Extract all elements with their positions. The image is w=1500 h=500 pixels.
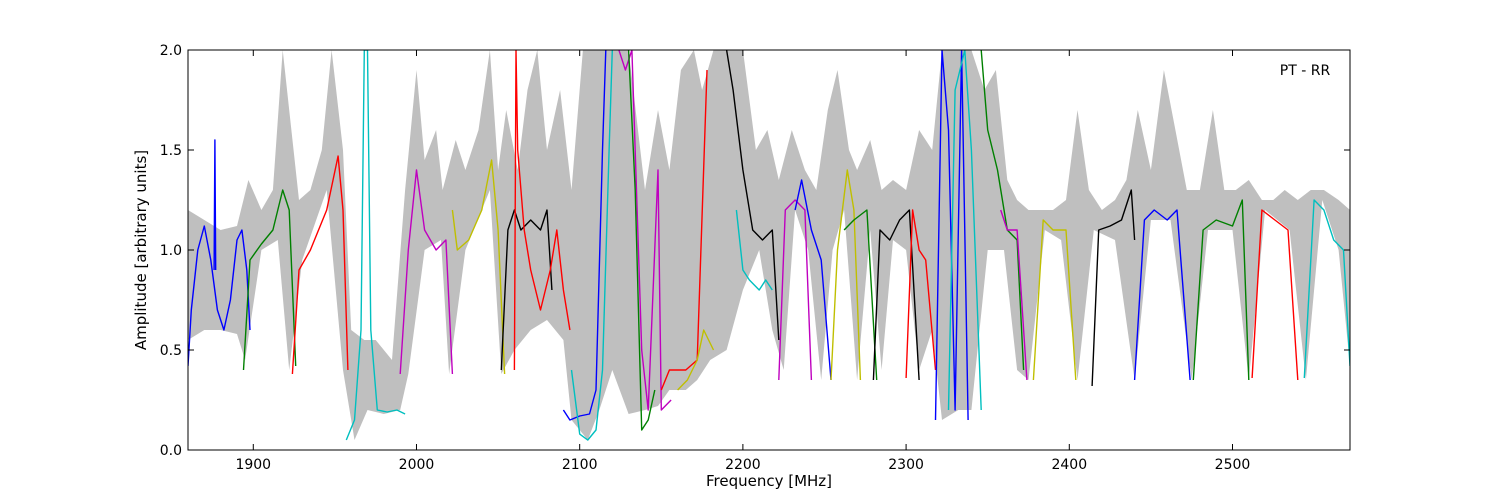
series-line-5: [399, 169, 454, 375]
series-line-22: [905, 209, 937, 379]
series-line-1: [213, 139, 217, 271]
series-line-32: [1303, 199, 1350, 379]
series-group: [188, 50, 1350, 441]
series-line-12: [627, 50, 656, 431]
series-line-4: [345, 50, 406, 441]
y-tick-label: 0.0: [160, 443, 182, 459]
series-line-11: [618, 50, 672, 411]
y-axis-ticks: 0.0 0.5 1.0 1.5 2.0: [160, 43, 1350, 459]
series-line-25: [980, 50, 1025, 371]
y-tick-label: 1.0: [160, 243, 182, 259]
series-line-27: [1032, 219, 1077, 381]
x-tick-label: 1900: [235, 457, 271, 473]
x-tick-label: 2000: [399, 457, 435, 473]
y-tick-label: 2.0: [160, 43, 182, 59]
envelope-band: [188, 50, 1350, 440]
y-tick-label: 0.5: [160, 343, 182, 359]
series-line-20: [843, 209, 878, 381]
y-axis-label: Amplitude [arbitrary units]: [132, 150, 150, 350]
series-line-10: [570, 50, 613, 441]
series-line-16: [735, 209, 773, 291]
chart-annotation: PT - RR: [1280, 63, 1331, 79]
series-line-7: [500, 209, 553, 371]
series-line-8: [513, 50, 571, 371]
series-line-3: [291, 155, 349, 375]
x-axis-ticks: 1900 2000 2100 2200 2300 2400 2500: [235, 50, 1250, 473]
series-line-17: [778, 199, 813, 381]
series-line-18: [794, 179, 832, 381]
series-line-26: [1000, 209, 1028, 381]
series-line-0: [188, 225, 251, 367]
series-line-31: [1251, 209, 1299, 381]
series-line-13: [660, 69, 708, 391]
series-line-19: [830, 169, 862, 381]
series-line-6: [451, 159, 506, 375]
series-line-9: [562, 50, 607, 421]
x-tick-label: 2100: [562, 457, 598, 473]
x-axis-label: Frequency [MHz]: [706, 472, 832, 490]
plot-area: [188, 50, 1350, 441]
series-line-30: [1192, 199, 1250, 381]
series-line-29: [1133, 209, 1191, 381]
x-tick-label: 2200: [725, 457, 761, 473]
x-tick-label: 2400: [1051, 457, 1087, 473]
y-tick-label: 1.5: [160, 143, 182, 159]
x-tick-label: 2300: [888, 457, 924, 473]
series-line-14: [677, 329, 715, 391]
x-tick-label: 2500: [1215, 457, 1251, 473]
series-line-15: [725, 50, 780, 341]
series-line-24: [947, 50, 982, 411]
series-line-2: [242, 189, 297, 371]
series-line-28: [1091, 189, 1136, 387]
